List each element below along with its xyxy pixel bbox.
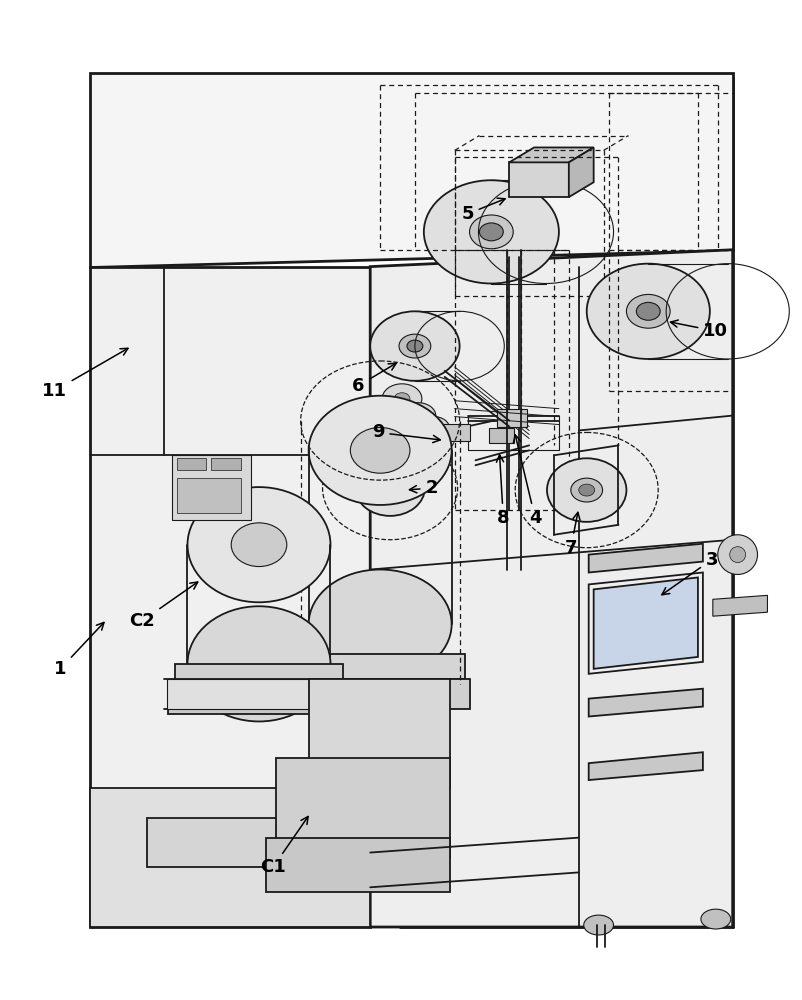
Text: 11: 11 <box>42 348 128 400</box>
Ellipse shape <box>583 915 613 935</box>
Ellipse shape <box>350 428 410 473</box>
Polygon shape <box>593 577 697 669</box>
Ellipse shape <box>411 410 424 421</box>
Bar <box>211 458 241 470</box>
Ellipse shape <box>626 294 670 328</box>
Polygon shape <box>508 162 568 197</box>
Ellipse shape <box>378 479 402 497</box>
Ellipse shape <box>187 487 330 602</box>
Ellipse shape <box>354 460 424 516</box>
Ellipse shape <box>370 311 459 381</box>
Ellipse shape <box>717 535 756 574</box>
Ellipse shape <box>417 417 449 440</box>
Polygon shape <box>370 250 731 927</box>
Ellipse shape <box>570 478 602 502</box>
Ellipse shape <box>231 523 286 567</box>
Polygon shape <box>308 679 449 788</box>
Text: 6: 6 <box>351 363 395 395</box>
Text: 3: 3 <box>661 551 717 595</box>
Polygon shape <box>588 752 702 780</box>
Bar <box>176 458 206 470</box>
Text: 10: 10 <box>670 320 727 340</box>
Bar <box>174 664 343 686</box>
Bar <box>496 409 526 427</box>
Ellipse shape <box>578 484 594 496</box>
Ellipse shape <box>635 302 659 320</box>
Bar <box>290 679 469 709</box>
Polygon shape <box>90 788 370 927</box>
Ellipse shape <box>429 427 445 438</box>
Polygon shape <box>568 147 593 197</box>
Ellipse shape <box>700 909 730 929</box>
Ellipse shape <box>729 547 745 563</box>
Ellipse shape <box>469 215 512 249</box>
Polygon shape <box>588 689 702 716</box>
Polygon shape <box>508 147 593 162</box>
Ellipse shape <box>479 223 503 241</box>
Text: 4: 4 <box>512 435 541 527</box>
Ellipse shape <box>399 403 435 428</box>
Bar <box>488 428 513 443</box>
Text: C1: C1 <box>260 817 308 876</box>
Text: 5: 5 <box>460 198 504 223</box>
Bar <box>295 654 464 679</box>
Bar <box>441 424 469 441</box>
Text: 1: 1 <box>54 622 103 678</box>
Polygon shape <box>276 758 449 858</box>
Ellipse shape <box>427 424 439 433</box>
Ellipse shape <box>308 396 451 505</box>
Text: 7: 7 <box>564 512 579 557</box>
Text: 8: 8 <box>496 455 509 527</box>
Text: 9: 9 <box>371 423 439 443</box>
Bar <box>172 455 251 520</box>
Ellipse shape <box>546 458 626 522</box>
Ellipse shape <box>423 180 558 284</box>
Polygon shape <box>90 267 370 927</box>
Ellipse shape <box>407 340 423 352</box>
Bar <box>167 679 365 709</box>
Bar <box>168 686 350 714</box>
Ellipse shape <box>586 264 709 359</box>
Polygon shape <box>90 73 731 267</box>
Polygon shape <box>265 838 449 892</box>
Polygon shape <box>147 818 370 867</box>
Ellipse shape <box>394 393 410 405</box>
Text: 2: 2 <box>409 479 438 497</box>
Text: C2: C2 <box>129 582 197 630</box>
Ellipse shape <box>308 570 451 679</box>
Bar <box>176 478 241 513</box>
Ellipse shape <box>382 384 421 414</box>
Ellipse shape <box>399 334 430 358</box>
Ellipse shape <box>187 606 330 721</box>
Polygon shape <box>712 595 767 616</box>
Polygon shape <box>588 544 702 572</box>
